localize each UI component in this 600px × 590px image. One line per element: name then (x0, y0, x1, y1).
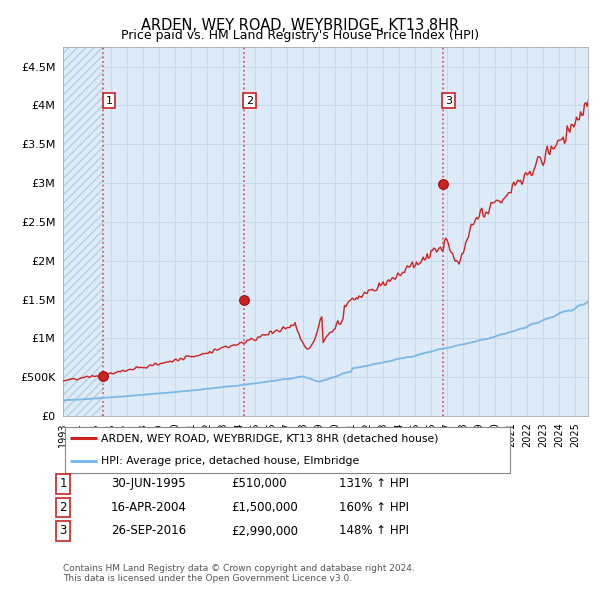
Text: Price paid vs. HM Land Registry's House Price Index (HPI): Price paid vs. HM Land Registry's House … (121, 30, 479, 42)
Text: 16-APR-2004: 16-APR-2004 (111, 501, 187, 514)
Text: £1,500,000: £1,500,000 (231, 501, 298, 514)
Text: 1: 1 (59, 477, 67, 490)
Text: 2: 2 (59, 501, 67, 514)
Text: 131% ↑ HPI: 131% ↑ HPI (339, 477, 409, 490)
Text: HPI: Average price, detached house, Elmbridge: HPI: Average price, detached house, Elmb… (101, 457, 359, 467)
Text: 30-JUN-1995: 30-JUN-1995 (111, 477, 185, 490)
Text: 26-SEP-2016: 26-SEP-2016 (111, 525, 186, 537)
Text: ARDEN, WEY ROAD, WEYBRIDGE, KT13 8HR (detached house): ARDEN, WEY ROAD, WEYBRIDGE, KT13 8HR (de… (101, 433, 439, 443)
Text: Contains HM Land Registry data © Crown copyright and database right 2024.
This d: Contains HM Land Registry data © Crown c… (63, 563, 415, 583)
Text: 2: 2 (246, 96, 253, 106)
Text: 3: 3 (445, 96, 452, 106)
Text: £2,990,000: £2,990,000 (231, 525, 298, 537)
Bar (63, 47, 103, 416)
Text: 148% ↑ HPI: 148% ↑ HPI (339, 525, 409, 537)
Text: 160% ↑ HPI: 160% ↑ HPI (339, 501, 409, 514)
Text: ARDEN, WEY ROAD, WEYBRIDGE, KT13 8HR: ARDEN, WEY ROAD, WEYBRIDGE, KT13 8HR (141, 18, 459, 32)
Text: 1: 1 (106, 96, 112, 106)
Text: £510,000: £510,000 (231, 477, 287, 490)
Text: 3: 3 (59, 525, 67, 537)
FancyBboxPatch shape (65, 427, 510, 473)
